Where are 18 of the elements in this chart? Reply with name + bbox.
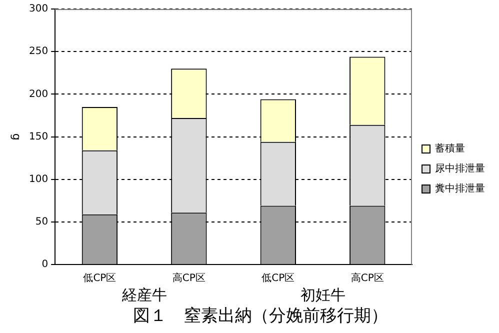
y-tick-label: 200 [28, 88, 48, 100]
x-tick-label: 低CP区 [262, 273, 295, 284]
x-tick-label: 低CP区 [83, 273, 116, 284]
text: 初妊牛 [300, 286, 346, 304]
y-tick-label: 300 [28, 4, 48, 15]
y-axis-title: g [10, 133, 24, 140]
text: 経産牛 [120, 286, 167, 304]
y-tick-label: 50 [35, 216, 48, 228]
legend-label: 尿中排泄量 [435, 162, 485, 175]
legend-label: 糞中排泄量 [435, 182, 485, 195]
text: 図１ 窒素出納（分娩前移行期） [133, 306, 388, 326]
y-tick-label: 100 [28, 174, 48, 185]
y-tick-label: 250 [28, 46, 48, 58]
x-tick-label: 高CP区 [350, 272, 384, 284]
legend-label: 蓄積量 [435, 142, 465, 155]
x-tick-label: 高CP区 [172, 272, 206, 284]
y-tick-label: 0 [42, 259, 48, 270]
y-tick-label: 150 [28, 131, 48, 142]
